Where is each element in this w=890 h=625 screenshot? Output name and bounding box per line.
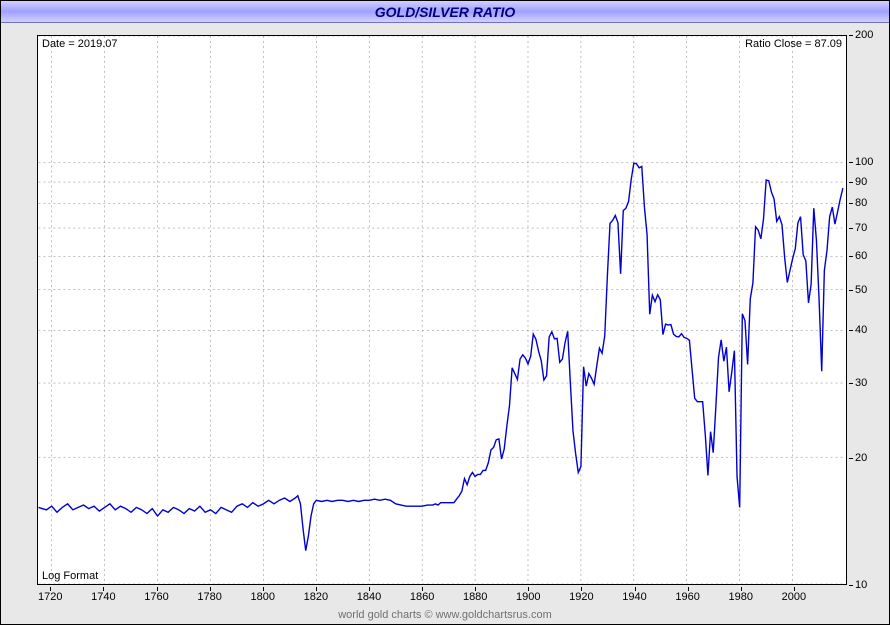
x-tick-mark (794, 587, 795, 591)
x-tick-mark (103, 587, 104, 591)
x-tick-mark (157, 587, 158, 591)
y-tick-mark (849, 35, 853, 36)
x-tick-label: 1740 (91, 591, 115, 603)
chart-title: GOLD/SILVER RATIO (375, 4, 516, 20)
x-tick-label: 1760 (144, 591, 168, 603)
x-tick-mark (475, 587, 476, 591)
y-tick-label: 90 (855, 176, 867, 188)
x-tick-label: 1720 (38, 591, 62, 603)
series-svg (38, 36, 846, 584)
x-tick-label: 1980 (729, 591, 753, 603)
y-tick-label: 40 (855, 324, 867, 336)
y-tick-label: 200 (855, 29, 873, 41)
x-tick-label: 2000 (782, 591, 806, 603)
x-tick-label: 1820 (304, 591, 328, 603)
y-tick-mark (849, 203, 853, 204)
y-tick-label: 20 (855, 452, 867, 464)
x-tick-mark (581, 587, 582, 591)
x-tick-label: 1860 (410, 591, 434, 603)
title-bar: GOLD/SILVER RATIO (1, 1, 889, 23)
y-tick-mark (849, 330, 853, 331)
x-tick-mark (316, 587, 317, 591)
x-tick-mark (263, 587, 264, 591)
y-tick-label: 10 (855, 579, 867, 591)
y-tick-mark (849, 458, 853, 459)
x-tick-mark (50, 587, 51, 591)
y-tick-mark (849, 290, 853, 291)
x-tick-label: 1800 (250, 591, 274, 603)
credit-text: world gold charts © www.goldchartsrus.co… (338, 609, 552, 621)
x-tick-mark (210, 587, 211, 591)
y-tick-label: 30 (855, 377, 867, 389)
x-tick-label: 1900 (516, 591, 540, 603)
x-tick-label: 1940 (622, 591, 646, 603)
x-tick-mark (688, 587, 689, 591)
x-axis: 1720 1740 1760 1780 1800 1820 1840 1860 1880 1900… (37, 587, 847, 607)
x-tick-label: 1880 (463, 591, 487, 603)
log-format-annotation: Log Format (42, 570, 98, 582)
x-tick-mark (635, 587, 636, 591)
plot-area: Date = 2019.07 Ratio Close = 87.09 Log F… (37, 35, 847, 585)
x-tick-mark (369, 587, 370, 591)
x-tick-mark (528, 587, 529, 591)
x-tick-label: 1920 (569, 591, 593, 603)
x-tick-label: 1960 (675, 591, 699, 603)
x-tick-mark (741, 587, 742, 591)
y-tick-label: 80 (855, 197, 867, 209)
y-tick-label: 70 (855, 222, 867, 234)
y-tick-label: 50 (855, 284, 867, 296)
x-tick-label: 1840 (357, 591, 381, 603)
y-tick-mark (849, 182, 853, 183)
y-tick-mark (849, 228, 853, 229)
x-tick-mark (422, 587, 423, 591)
chart-outer: GOLD/SILVER RATIO Date = 2019.07 Ratio C… (0, 0, 890, 625)
y-tick-label: 100 (855, 156, 873, 168)
y-tick-mark (849, 256, 853, 257)
x-tick-label: 1780 (197, 591, 221, 603)
date-annotation: Date = 2019.07 (42, 38, 118, 50)
y-tick-mark (849, 383, 853, 384)
y-axis: 102030405060708090100200 (849, 35, 889, 585)
y-tick-mark (849, 585, 853, 586)
ratio-annotation: Ratio Close = 87.09 (745, 38, 842, 50)
y-tick-label: 60 (855, 250, 867, 262)
y-tick-mark (849, 162, 853, 163)
